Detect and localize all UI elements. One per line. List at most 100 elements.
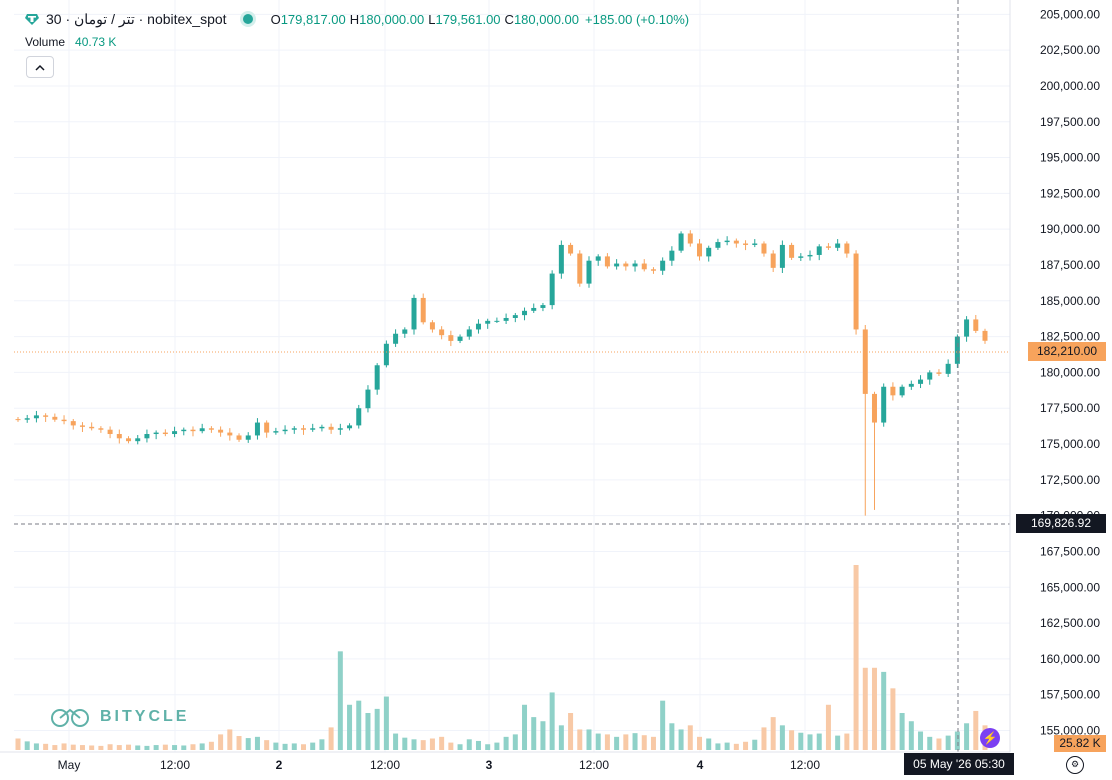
volume-bar xyxy=(402,737,408,750)
volume-bar xyxy=(172,745,178,750)
candle-body xyxy=(586,260,592,284)
candle-body xyxy=(264,422,270,433)
volume-bar xyxy=(733,743,739,750)
volume-bar xyxy=(264,740,270,750)
volume-bar xyxy=(135,745,141,750)
volume-bar xyxy=(945,735,951,750)
volume-bar xyxy=(918,731,924,750)
volume-bar xyxy=(439,736,445,750)
time-tick-label: 12:00 xyxy=(790,758,820,772)
candle-body xyxy=(936,372,942,374)
gear-icon[interactable]: ⚙ xyxy=(1066,756,1084,774)
candle-body xyxy=(540,305,546,308)
volume-bar xyxy=(116,745,122,750)
volume-legend[interactable]: Volume 40.73 K xyxy=(25,35,116,49)
price-tick-label: 205,000.00 xyxy=(1040,7,1100,21)
volume-bar xyxy=(52,745,58,750)
candle-body xyxy=(982,330,988,341)
price-tick-label: 182,500.00 xyxy=(1040,330,1100,344)
candle-body xyxy=(153,432,159,435)
volume-bar xyxy=(604,734,610,750)
time-tick-label: 12:00 xyxy=(370,758,400,772)
bitycle-logo-icon xyxy=(51,708,89,727)
price-tick-label: 197,500.00 xyxy=(1040,115,1100,129)
volume-bar xyxy=(761,727,767,750)
volume-bar xyxy=(98,745,104,750)
volume-bar xyxy=(715,743,721,750)
price-tick-label: 172,500.00 xyxy=(1040,473,1100,487)
candle-body xyxy=(70,421,76,426)
crosshair-date-label: 05 May '26 05:30 xyxy=(904,753,1014,775)
volume-bar xyxy=(227,729,233,750)
candle-body xyxy=(650,269,656,271)
collapse-legend-button[interactable] xyxy=(26,56,54,78)
volume-bar xyxy=(356,700,362,750)
candle-body xyxy=(393,333,399,344)
candle-body xyxy=(816,246,822,255)
price-tick-label: 167,500.00 xyxy=(1040,544,1100,558)
volume-bar xyxy=(936,738,942,750)
volume-bar xyxy=(429,738,435,750)
lightning-icon[interactable]: ⚡ xyxy=(980,728,1000,748)
candle-body xyxy=(715,242,721,248)
volume-bar xyxy=(908,721,914,750)
volume-bar xyxy=(393,733,399,750)
volume-bar xyxy=(531,717,537,750)
open-value: 179,817.00 xyxy=(280,11,346,27)
volume-bar xyxy=(558,725,564,750)
candle-body xyxy=(697,243,703,257)
price-tick-label: 160,000.00 xyxy=(1040,652,1100,666)
candle-body xyxy=(199,428,205,432)
volume-bar xyxy=(337,651,343,750)
volume-bar xyxy=(208,741,214,750)
price-tick-label: 185,000.00 xyxy=(1040,294,1100,308)
volume-bars xyxy=(15,565,988,750)
volume-bar xyxy=(485,744,491,750)
volume-bar xyxy=(973,710,979,750)
volume-bar xyxy=(33,743,39,750)
volume-bar xyxy=(614,736,620,750)
candle-body xyxy=(890,386,896,396)
volume-bar xyxy=(190,744,196,750)
volume-bar xyxy=(789,730,795,750)
candle-body xyxy=(835,243,841,248)
candle-body xyxy=(918,379,924,384)
symbol-legend[interactable]: تتر / تومان · 30 · nobitex_spot O 179,817… xyxy=(24,9,689,29)
volume-bar xyxy=(890,688,896,750)
volume-bar xyxy=(641,735,647,750)
candle-body xyxy=(365,389,371,409)
candle-body xyxy=(310,428,316,430)
volume-bar xyxy=(512,734,518,750)
candle-body xyxy=(871,393,877,423)
candle-body xyxy=(494,320,500,322)
candle-body xyxy=(439,329,445,336)
symbol-name[interactable]: تتر / تومان · 30 · nobitex_spot xyxy=(46,10,227,27)
volume-bar xyxy=(964,723,970,750)
volume-bar xyxy=(650,736,656,750)
price-tick-label: 180,000.00 xyxy=(1040,365,1100,379)
volume-bar xyxy=(899,713,905,750)
candle-body xyxy=(733,240,739,244)
candle-body xyxy=(789,244,795,258)
volume-bar xyxy=(236,736,242,750)
time-tick-label: 12:00 xyxy=(579,758,609,772)
candle-body xyxy=(604,256,610,267)
candle-body xyxy=(899,386,905,396)
volume-bar xyxy=(568,713,574,750)
candle-body xyxy=(844,243,850,254)
volume-bar xyxy=(862,667,868,750)
volume-bar xyxy=(448,742,454,750)
candle-body xyxy=(52,416,58,420)
last-price-label: 182,210.00 xyxy=(1028,342,1106,361)
volume-bar xyxy=(291,743,297,750)
candle-body xyxy=(98,428,104,430)
volume-bar xyxy=(798,732,804,750)
candle-body xyxy=(89,426,95,429)
candle-body xyxy=(181,429,187,432)
market-status-icon xyxy=(242,14,253,24)
candle-body xyxy=(291,428,297,430)
watermark-text: BITYCLE xyxy=(100,708,190,725)
candle-body xyxy=(945,363,951,374)
price-tick-label: 175,000.00 xyxy=(1040,437,1100,451)
